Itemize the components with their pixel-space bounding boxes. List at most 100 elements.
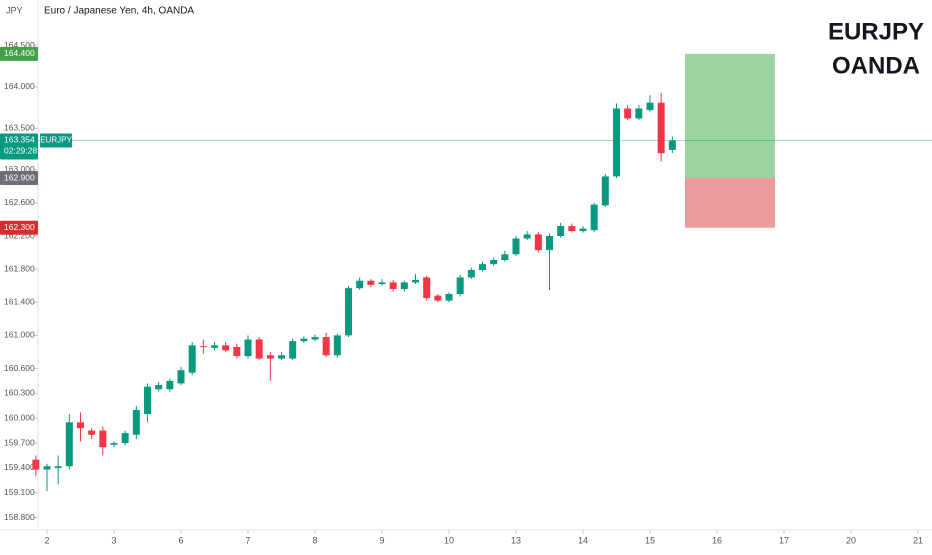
y-tick-label: 162.600	[4, 197, 35, 207]
candle-body	[389, 282, 397, 290]
entry-badge	[0, 171, 38, 186]
candle-body	[255, 339, 263, 359]
x-tick-label: 14	[578, 535, 588, 545]
candle-body	[434, 295, 442, 301]
y-tick-label: 158.800	[4, 512, 35, 522]
candle-body	[479, 264, 486, 270]
candle-body	[613, 108, 620, 177]
x-tick-label: 7	[245, 535, 250, 545]
candle-body	[121, 433, 129, 444]
symbol-badge	[40, 133, 72, 148]
candle-body	[590, 204, 598, 231]
x-tick-label: 8	[312, 535, 317, 545]
candle-body	[322, 337, 330, 356]
stop-badge	[0, 220, 38, 235]
candle-body	[579, 228, 587, 232]
candle-body	[244, 339, 252, 357]
x-tick-label: 10	[444, 535, 454, 545]
last-price-badge	[0, 133, 38, 160]
symbol-label: EURJPY	[40, 136, 72, 145]
candle-body	[534, 234, 542, 251]
candle-body	[211, 345, 218, 348]
candle-body	[601, 176, 609, 206]
last-price-label: 163.354	[4, 135, 35, 145]
candle-body	[188, 345, 196, 373]
candle-body	[300, 338, 308, 342]
candle-body	[222, 345, 230, 351]
candle-body	[199, 346, 207, 348]
candle-body	[54, 466, 62, 468]
x-tick-label: 16	[712, 535, 722, 545]
candle-body	[646, 102, 654, 111]
x-tick-label: 2	[44, 535, 49, 545]
candle-body	[512, 238, 520, 255]
x-tick-label: 21	[913, 535, 923, 545]
candle-body	[65, 422, 73, 467]
y-tick-label: 160.300	[4, 388, 35, 398]
y-tick-label: 159.700	[4, 437, 35, 447]
countdown: 02:29:28	[4, 146, 37, 156]
candle-body	[155, 385, 163, 390]
x-tick-label: 15	[645, 535, 655, 545]
candle-body	[445, 293, 453, 301]
entry-label: 162.900	[4, 172, 35, 182]
candle-body	[378, 282, 386, 285]
candle-body	[467, 269, 475, 278]
x-tick-label: 13	[511, 535, 521, 545]
candle-body	[490, 260, 498, 265]
candle-body	[43, 466, 51, 470]
candle-body	[132, 409, 140, 435]
watermark: OANDA	[832, 52, 920, 79]
target-badge	[0, 46, 38, 61]
y-tick-label: 163.500	[4, 123, 35, 133]
candle-body	[266, 355, 274, 359]
chart-title: Euro / Japanese Yen, 4h, OANDA	[44, 6, 194, 17]
y-tick-label: 164.000	[4, 81, 35, 91]
candle-body	[668, 140, 676, 150]
loss-zone	[685, 178, 775, 228]
candle-body	[99, 430, 107, 448]
y-tick-label: 162.200	[4, 230, 35, 240]
candle-body	[144, 386, 151, 415]
candle-body	[657, 102, 665, 154]
profit-zone	[685, 53, 775, 179]
x-tick-label: 17	[779, 535, 789, 545]
candle-body	[345, 288, 352, 336]
candle-body	[110, 443, 118, 445]
y-tick-label: 163.000	[4, 164, 35, 174]
y-tick-label: 160.000	[4, 412, 35, 422]
candle-body	[278, 355, 285, 359]
candle-body	[88, 430, 96, 435]
candle-body	[233, 346, 241, 357]
candle-body	[624, 108, 632, 119]
candle-body	[400, 282, 408, 290]
x-tick-label: 9	[379, 535, 384, 545]
candle-body	[311, 337, 319, 340]
candle-body	[77, 422, 84, 429]
y-tick-label: 161.400	[4, 297, 35, 307]
candle-body	[289, 341, 297, 359]
y-tick-label: 160.600	[4, 363, 35, 373]
y-tick-label: 159.400	[4, 462, 35, 472]
axis-label: JPY	[6, 5, 23, 15]
candle-body	[456, 277, 464, 294]
candle-body	[177, 370, 185, 384]
candle-body	[568, 226, 576, 232]
candle-body	[32, 459, 40, 470]
candle-body	[356, 280, 364, 289]
target-label: 164.400	[4, 48, 35, 58]
candle-body	[423, 277, 431, 299]
x-tick-label: 20	[846, 535, 856, 545]
candle-body	[523, 234, 531, 239]
y-tick-label: 164.500	[4, 40, 35, 50]
watermark: EURJPY	[828, 18, 924, 45]
x-tick-label: 6	[178, 535, 183, 545]
candle-body	[333, 335, 341, 356]
stop-label: 162.300	[4, 222, 35, 232]
candle-body	[501, 254, 509, 261]
y-tick-label: 159.100	[4, 487, 35, 497]
candle-body	[412, 279, 419, 283]
candle-body	[635, 108, 643, 119]
